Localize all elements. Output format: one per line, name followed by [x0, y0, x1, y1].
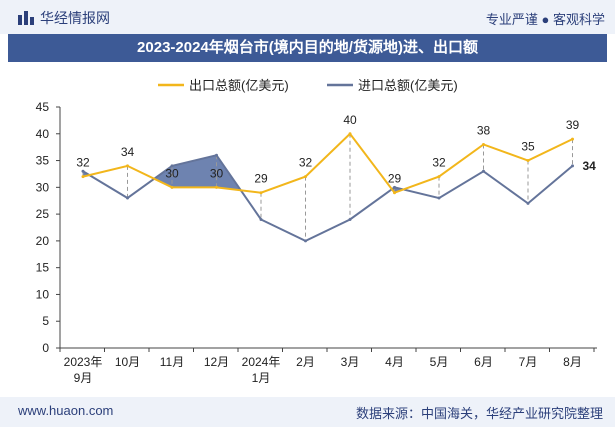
export-point — [482, 142, 485, 146]
legend-label-import: 进口总额(亿美元) — [358, 78, 458, 93]
export-data-label: 34 — [121, 145, 135, 159]
export-point — [437, 175, 441, 179]
import-point — [304, 239, 307, 243]
x-tick-label: 11月 — [160, 355, 184, 369]
import-point — [482, 169, 485, 173]
plot-area: 32 34 30 30 29 32 40 29 32 38 35 39 34 — [76, 113, 596, 243]
import-data-label: 34 — [583, 159, 597, 173]
export-point — [259, 191, 263, 195]
tagline: 专业严谨 ● 客观科学 — [485, 12, 605, 27]
export-data-label: 38 — [477, 123, 491, 137]
x-tick-label: 1月 — [252, 371, 271, 385]
export-point — [126, 164, 129, 168]
x-tick-label: 4月 — [385, 355, 404, 369]
x-tick-label: 6月 — [474, 355, 493, 369]
y-tick-label: 25 — [36, 207, 50, 221]
export-data-label: 40 — [343, 113, 357, 127]
x-tick-label: 2024年 — [242, 355, 281, 369]
legend-label-export: 出口总额(亿美元) — [189, 78, 289, 93]
export-data-label: 39 — [566, 118, 580, 132]
x-tick-label: 9月 — [74, 371, 93, 385]
x-tick-label: 2月 — [296, 355, 315, 369]
series-line-export — [82, 132, 573, 194]
x-tick-label: 10月 — [115, 355, 140, 369]
footer-bar: www.huaon.com 数据来源：中国海关，华经产业研究院整理 — [0, 397, 615, 427]
export-data-label: 32 — [432, 156, 446, 170]
import-point — [81, 169, 85, 173]
x-tick-label: 7月 — [519, 355, 538, 369]
chart-axes: 0 5 10 15 20 25 30 35 40 45 2023年 9月 10月 11月 12月 2024年 1… — [36, 100, 597, 385]
line-chart: 出口总额(亿美元) 进口总额(亿美元) 0 5 10 15 20 25 30 35 40 45 202… — [36, 78, 597, 385]
export-point — [81, 175, 85, 179]
chart-legend: 出口总额(亿美元) 进口总额(亿美元) — [158, 78, 458, 93]
import-point — [348, 217, 352, 221]
import-point — [126, 196, 129, 200]
y-tick-label: 20 — [36, 234, 50, 248]
export-point — [393, 191, 396, 195]
export-data-label: 32 — [76, 156, 90, 170]
import-point — [259, 217, 263, 221]
export-point — [571, 137, 574, 141]
x-tick-label: 2023年 — [64, 355, 103, 369]
header-bar: 华经情报网 专业严谨 ● 客观科学 — [0, 0, 615, 34]
y-tick-label: 40 — [36, 127, 50, 141]
y-tick-label: 15 — [36, 261, 50, 275]
export-data-label: 29 — [388, 172, 402, 186]
y-tick-label: 10 — [36, 287, 50, 301]
brand[interactable]: 华经情报网 — [18, 8, 110, 28]
x-tick-label: 12月 — [204, 355, 229, 369]
export-point — [304, 175, 307, 179]
x-tick-label: 5月 — [430, 355, 449, 369]
y-tick-label: 5 — [42, 314, 49, 328]
export-point — [348, 132, 352, 136]
brand-name: 华经情报网 — [40, 10, 110, 26]
import-point — [526, 201, 530, 205]
export-point — [526, 159, 530, 163]
export-data-label: 30 — [165, 166, 179, 180]
import-point — [571, 164, 574, 168]
import-point — [170, 164, 174, 168]
export-point — [215, 185, 218, 189]
y-tick-label: 30 — [36, 180, 50, 194]
import-point — [393, 185, 396, 189]
x-tick-label: 3月 — [341, 355, 360, 369]
export-data-label: 35 — [521, 140, 535, 154]
y-tick-label: 35 — [36, 154, 50, 168]
y-tick-label: 0 — [42, 341, 49, 355]
gap-area — [154, 165, 172, 188]
import-point — [437, 196, 441, 200]
export-point — [170, 185, 174, 189]
logo-icon — [18, 11, 34, 25]
export-data-label: 29 — [254, 172, 268, 186]
data-source: 数据来源：中国海关，华经产业研究院整理 — [355, 406, 603, 421]
chart-title: 2023-2024年烟台市(境内目的地/货源地)进、出口额 — [8, 34, 607, 62]
series-line-import — [82, 154, 574, 242]
import-point — [215, 153, 218, 157]
footer-url[interactable]: www.huaon.com — [18, 403, 114, 418]
x-tick-label: 8月 — [563, 355, 582, 369]
export-data-label: 32 — [299, 156, 313, 170]
y-tick-label: 45 — [36, 100, 50, 114]
export-data-label: 30 — [210, 166, 224, 180]
